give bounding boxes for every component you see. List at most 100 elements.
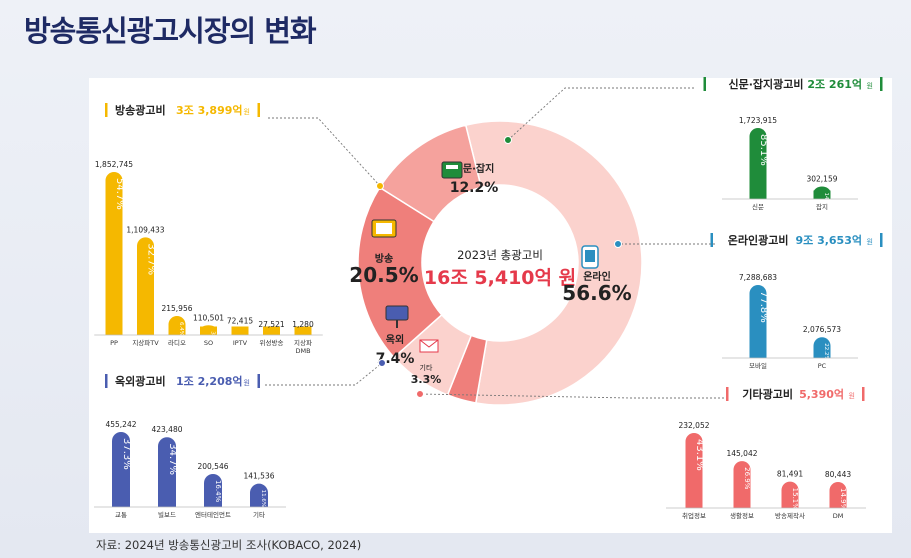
bar-share-label: 3.3%: [210, 331, 216, 345]
bar-share-label: 77.8%: [758, 291, 769, 323]
bar-base: [204, 498, 222, 507]
bar-category-label: 취업정보: [682, 511, 706, 520]
bar-share-label: 54.7%: [114, 178, 125, 210]
bar-share-label: 37.3%: [121, 438, 132, 470]
bar-value-label: 141,536: [243, 472, 274, 481]
panel-total: 2조 261억: [807, 78, 862, 91]
bar-base: [294, 326, 312, 335]
header-tick: [105, 374, 108, 388]
header-tick: [257, 103, 260, 117]
bar-share-label: 43.1%: [694, 439, 705, 471]
phone-icon: [581, 245, 599, 269]
bar-value-label: 1,852,745: [95, 160, 133, 169]
bar-category-label: PP: [110, 339, 118, 347]
connector-dot: [378, 359, 386, 367]
connector-dot: [416, 390, 424, 398]
panel-total: 5,390억: [799, 388, 844, 401]
envelope-icon-flap: [419, 339, 439, 348]
panel-total-unit: 원: [244, 107, 250, 116]
tv-icon-screen: [376, 223, 392, 234]
bar-category-label: 지상파TV: [132, 338, 159, 347]
bar-category-label: 빌보드: [158, 511, 176, 519]
panel-header: 방송광고비 3조 3,899억 원: [105, 103, 260, 117]
bar-group: 232,052 43.1% 취업정보 145,042 26.9% 생활정보 81,491 15…: [666, 421, 866, 520]
bar-value-label: 110,501: [193, 313, 224, 322]
header-tick: [105, 103, 108, 117]
bar-share-label: 11.6%: [260, 490, 266, 507]
bar: [685, 433, 703, 508]
panel-total-unit: 원: [867, 237, 873, 246]
bar-category-label: 잡지: [816, 202, 828, 211]
bar-base: [250, 498, 268, 507]
bar-value-label: 302,159: [806, 175, 837, 184]
header-tick: [880, 77, 883, 91]
panel-total: 3조 3,899억: [176, 104, 243, 117]
donut-hole: [422, 185, 578, 341]
bar-base: [781, 499, 799, 508]
bar-value-label: 2,076,573: [803, 325, 841, 334]
bar: [749, 128, 767, 199]
billboard-icon-pole: [396, 320, 398, 328]
bar-group: 7,288,683 77.8% 모바일 2,076,573 22.2% PC: [722, 273, 858, 370]
bar-category-label: SO: [204, 339, 213, 347]
bar-share-label: 22.2%: [823, 343, 829, 360]
panel-header: 옥외광고비 1조 2,208억 원: [105, 374, 260, 388]
source-note: 자료: 2024년 방송통신광고비 조사(KOBACO, 2024): [96, 538, 362, 552]
bar-category-label: 생활정보: [730, 511, 754, 520]
bar-base: [112, 498, 130, 507]
panel-header: 원 9조 3,653억 온라인광고비: [710, 233, 883, 247]
panel-total-unit: 원: [244, 378, 250, 387]
bar-base: [231, 326, 249, 335]
bar-base: [733, 499, 751, 508]
donut-slice-value: 20.5%: [349, 263, 418, 287]
bar: [112, 432, 130, 507]
bar-category-label: 라디오: [168, 338, 186, 347]
panel-title: 방송광고비: [115, 103, 166, 117]
connector: [265, 359, 386, 386]
connector-line: [268, 117, 381, 187]
header-tick: [710, 233, 713, 247]
bar-value-label: 1,280: [292, 320, 314, 329]
bar-value-label: 455,242: [105, 420, 136, 429]
header-tick: [257, 374, 260, 388]
bar-category-label: IPTV: [233, 339, 248, 347]
billboard-icon: [385, 305, 409, 328]
bar-category-label: 신문: [752, 202, 764, 211]
panel-title: 온라인광고비: [728, 233, 789, 247]
bar-value-label: 423,480: [151, 425, 182, 434]
bar-group: 455,242 37.3% 교통 423,480 34.7% 빌보드 200,546 16.4…: [94, 420, 286, 519]
donut-slice-label: 방송: [375, 252, 393, 265]
bar: [733, 461, 751, 508]
bar-value-label: 80,443: [825, 470, 851, 479]
bar-share-label: 85.1%: [758, 134, 769, 166]
bar-base: [685, 499, 703, 508]
bar-category-label: 지상파: [294, 338, 312, 347]
phone-icon-screen: [585, 250, 595, 262]
panel-title: 기타광고비: [742, 387, 793, 401]
panel-total-unit: 원: [867, 81, 873, 90]
newspaper-icon-body: [441, 161, 463, 179]
newspaper-icon: [441, 161, 463, 179]
header-tick: [703, 77, 706, 91]
bar-base: [749, 349, 767, 358]
bar-group: 1,723,915 85.1% 신문 302,159 14.9%잡지: [722, 116, 858, 211]
panel-title: 옥외광고비: [115, 374, 166, 388]
bar-base: [137, 326, 154, 335]
connector: [268, 117, 384, 190]
bar-category-label: 기타: [253, 510, 265, 519]
newspaper-icon-header: [446, 165, 458, 169]
donut-center-label: 2023년 총광고비: [457, 248, 543, 262]
page-title: 방송통신광고시장의 변화: [24, 14, 317, 48]
panel-header: 원 2조 261억 신문·잡지광고비: [703, 77, 883, 91]
bar-category-label: 엔터테인먼트: [195, 510, 231, 519]
bar-value-label: 232,052: [678, 421, 709, 430]
bar-category-label: 위성방송: [260, 338, 284, 347]
connector: [416, 390, 724, 399]
bar: [749, 285, 767, 358]
connector-dot: [376, 182, 384, 190]
panel-total: 9조 3,653억: [795, 234, 862, 247]
panel-header: 원 5,390억 기타광고비: [726, 387, 865, 401]
donut-slice-value: 56.6%: [562, 281, 631, 305]
bar-category-label: DM: [833, 512, 844, 520]
